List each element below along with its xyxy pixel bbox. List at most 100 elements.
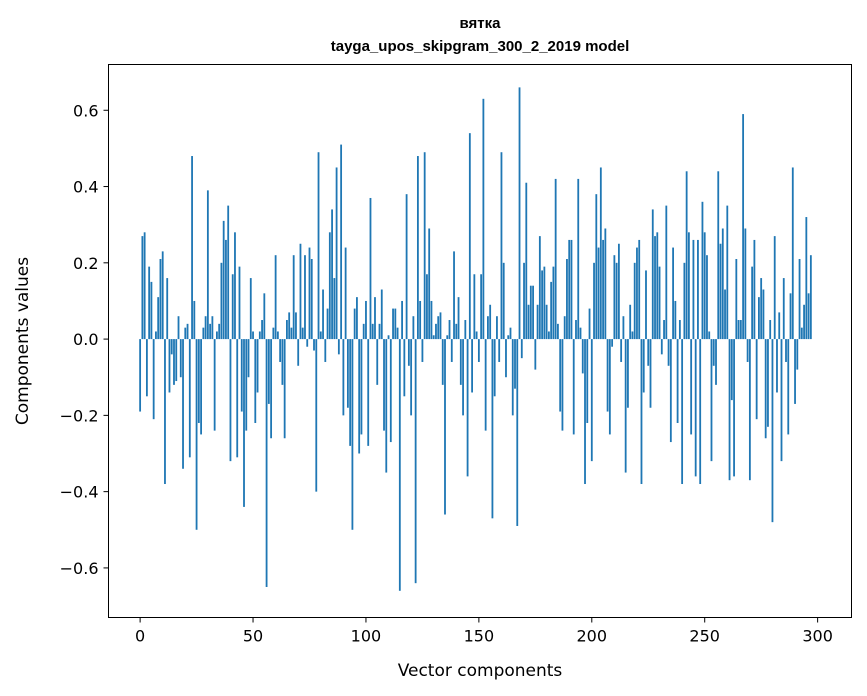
y-tick-label: −0.6: [60, 559, 99, 578]
bar: [721, 228, 724, 340]
bar: [697, 239, 699, 340]
bar: [755, 339, 758, 420]
bar: [606, 339, 609, 412]
bar: [780, 339, 783, 462]
bar: [638, 239, 641, 340]
bar: [703, 232, 706, 340]
bar: [272, 327, 275, 340]
bar: [568, 239, 571, 340]
y-tick-label: −0.2: [60, 406, 99, 425]
bar: [624, 339, 627, 473]
bar: [367, 339, 370, 446]
bar: [642, 339, 645, 393]
bar: [647, 339, 650, 366]
bar: [672, 247, 674, 340]
bar: [258, 331, 261, 340]
bar: [631, 331, 634, 340]
bar: [439, 312, 442, 340]
bar: [152, 339, 155, 420]
bar: [554, 178, 557, 340]
bar: [471, 339, 473, 393]
bar: [254, 339, 257, 423]
bar: [579, 327, 582, 340]
bar: [785, 339, 787, 362]
bar: [166, 278, 169, 340]
bar: [416, 156, 419, 340]
bar: [414, 339, 417, 584]
bar: [188, 339, 191, 458]
y-tick-label: 0.6: [73, 101, 98, 120]
bar: [398, 339, 401, 591]
bar: [787, 339, 790, 435]
bar: [222, 220, 225, 340]
bar: [762, 289, 765, 340]
bar: [333, 278, 336, 340]
bar: [728, 339, 731, 481]
bar: [744, 228, 747, 340]
y-tick-label: 0.4: [73, 178, 98, 197]
bar: [324, 339, 327, 362]
bar: [552, 266, 555, 340]
bar: [286, 320, 288, 340]
bar: [229, 339, 232, 462]
bar: [148, 266, 151, 340]
bar: [726, 205, 729, 340]
x-axis-label: Vector components: [398, 661, 563, 681]
bar: [428, 228, 431, 340]
bar: [319, 331, 322, 340]
bar: [538, 236, 541, 340]
bar: [249, 278, 252, 340]
bar: [448, 320, 451, 340]
bar: [365, 300, 367, 340]
bar: [450, 339, 453, 362]
bar: [629, 304, 632, 340]
bar: [487, 316, 489, 340]
bar: [419, 300, 422, 340]
bar: [694, 339, 697, 477]
bar: [593, 262, 595, 340]
bar: [455, 323, 458, 340]
bar: [344, 247, 347, 340]
bar: [297, 339, 300, 366]
bar: [575, 320, 577, 340]
bar: [177, 316, 180, 340]
bar: [423, 152, 426, 340]
bar: [658, 266, 661, 340]
bar: [541, 270, 544, 340]
bar: [145, 339, 148, 397]
bar: [636, 247, 638, 340]
bar: [279, 339, 282, 362]
bar: [236, 339, 239, 458]
bar: [561, 339, 564, 431]
bar: [337, 339, 340, 355]
bar: [315, 339, 318, 492]
bar: [566, 259, 568, 340]
bar: [328, 232, 331, 340]
bar: [584, 339, 586, 485]
bar: [685, 171, 688, 340]
bar: [446, 335, 449, 340]
bar: [206, 190, 209, 340]
bar: [782, 278, 785, 340]
bar: [362, 323, 365, 340]
bar: [220, 262, 223, 340]
bar: [611, 339, 614, 347]
y-axis: −0.6 −0.4 −0.2 0.0 0.2 0.4 0.6: [60, 101, 109, 578]
bar: [706, 255, 708, 340]
bar: [360, 339, 363, 435]
bar: [669, 339, 672, 443]
bar: [155, 331, 157, 340]
bar: [516, 339, 519, 526]
bar: [739, 320, 742, 340]
bar: [532, 285, 534, 340]
bar: [288, 312, 291, 340]
bar: [484, 339, 487, 431]
bar: [466, 339, 469, 477]
bar: [459, 339, 462, 385]
bar: [764, 339, 767, 439]
bar: [256, 339, 259, 393]
bar: [527, 304, 530, 340]
bar: [252, 331, 254, 340]
bar: [588, 308, 591, 340]
bar: [794, 339, 796, 404]
